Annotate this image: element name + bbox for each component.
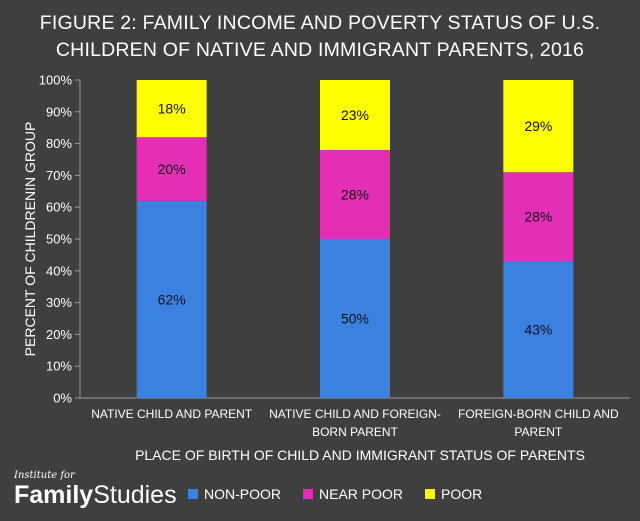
y-tick-label: 20% — [46, 327, 72, 342]
x-category-label: NATIVE CHILD AND PARENT — [91, 407, 253, 421]
data-label: 18% — [158, 101, 186, 117]
brand-top-text: Institute for — [14, 470, 75, 481]
y-tick-label: 40% — [46, 263, 72, 278]
y-tick-label: 80% — [46, 136, 72, 151]
legend-item-non-poor: NON-POOR — [188, 486, 281, 502]
brand-name: FamilyStudies — [14, 481, 177, 509]
chart-title-line-2: CHILDREN OF NATIVE AND IMMIGRANT PARENTS… — [55, 39, 585, 61]
y-tick-label: 100% — [39, 73, 73, 88]
bar-segment-non-poor — [320, 239, 390, 398]
y-tick-label: 70% — [46, 168, 72, 183]
chart-legend: NON-POOR NEAR POOR POOR — [188, 486, 504, 502]
data-label: 50% — [341, 311, 369, 327]
y-tick-label: 0% — [53, 391, 72, 406]
y-tick-label: 10% — [46, 359, 72, 374]
bar-segment-near-poor — [136, 137, 207, 201]
legend-swatch-poor — [425, 489, 436, 499]
data-label: 29% — [524, 118, 552, 134]
legend-item-poor: POOR — [425, 486, 482, 502]
bar-segment-poor — [320, 80, 390, 150]
bar-segment-near-poor — [320, 149, 390, 239]
legend-swatch-near-poor — [303, 489, 313, 499]
chart-title-line-1: FIGURE 2: FAMILY INCOME AND POVERTY STAT… — [39, 12, 601, 34]
legend-label-near-poor: NEAR POOR — [319, 486, 404, 502]
bar-segment-poor — [136, 80, 207, 138]
data-label: 28% — [524, 209, 552, 225]
bar-segment-near-poor — [503, 172, 574, 262]
x-category-label: NATIVE CHILD AND FOREIGN- — [269, 407, 441, 421]
data-label: 20% — [158, 161, 186, 177]
bar-segment-non-poor — [136, 200, 207, 398]
brand-name-light: Studies — [93, 481, 177, 509]
y-tick-label: 50% — [46, 232, 72, 247]
y-tick-label: 30% — [46, 295, 72, 310]
x-category-label: PARENT — [514, 425, 562, 439]
bar-segment-non-poor — [503, 261, 574, 398]
data-label: 28% — [341, 186, 369, 202]
data-label: 43% — [524, 322, 552, 338]
y-tick-label: 90% — [46, 104, 72, 119]
legend-label-non-poor: NON-POOR — [204, 486, 281, 502]
brand-logo: Institute for FamilyStudies — [14, 470, 177, 509]
x-axis-title: PLACE OF BIRTH OF CHILD AND IMMIGRANT ST… — [135, 447, 585, 463]
brand-name-bold: Family — [14, 481, 94, 509]
legend-label-poor: POOR — [441, 486, 483, 502]
legend-swatch-non-poor — [188, 489, 198, 499]
data-label: 23% — [341, 107, 369, 123]
chart-title: FIGURE 2: FAMILY INCOME AND POVERTY STAT… — [0, 10, 640, 64]
bar-segment-poor — [503, 80, 574, 173]
data-label: 62% — [158, 291, 186, 307]
legend-item-near-poor: NEAR POOR — [303, 486, 403, 502]
y-tick-label: 60% — [46, 200, 72, 215]
x-category-label: FOREIGN-BORN CHILD AND — [458, 407, 619, 421]
y-axis-title: PERCENT OF CHILDRENIN GROUP — [22, 122, 38, 357]
x-category-label: BORN PARENT — [312, 425, 398, 439]
